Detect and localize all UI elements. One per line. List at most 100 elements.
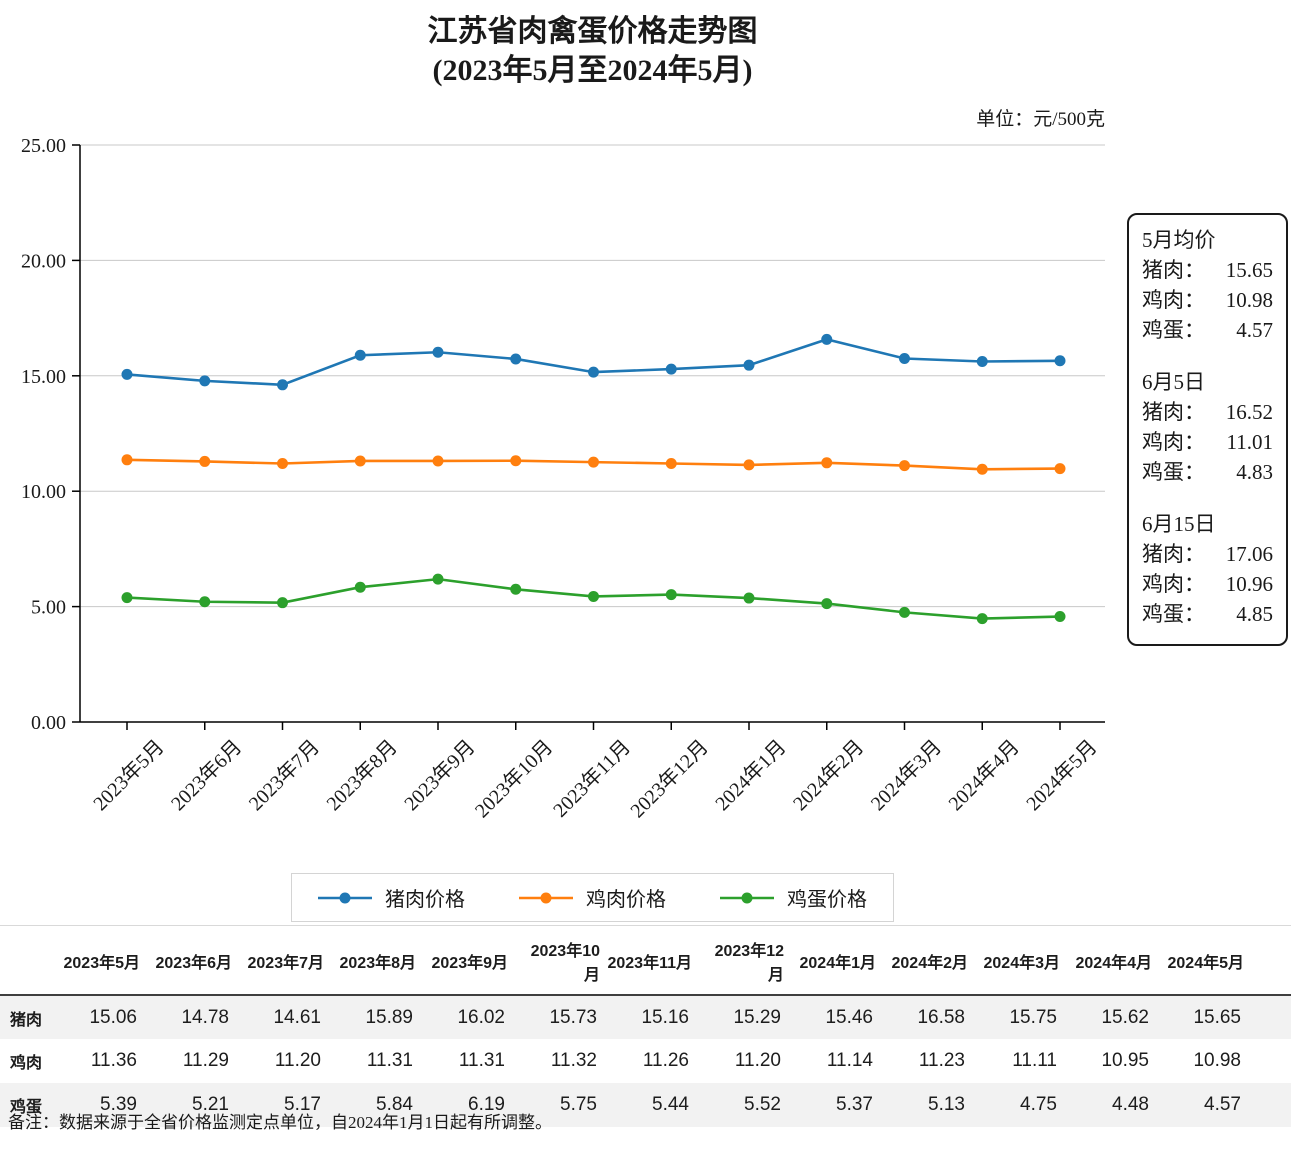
data-point [199,375,211,387]
table-header-cell: 2024年1月 [791,925,883,996]
y-tick-label: 20.00 [21,250,66,272]
table-row-label: 鸡蛋 [10,1099,43,1116]
data-point [1054,611,1066,623]
table-header-filler [1251,925,1291,996]
table-filler-cell [1251,995,1291,1039]
x-tick-label: 2023年10月 [470,735,557,822]
table-filler-cell [1251,1083,1291,1127]
y-tick-label: 25.00 [21,135,66,157]
title-block: 江苏省肉禽蛋价格走势图 (2023年5月至2024年5月) [0,12,1185,90]
data-point [821,598,833,610]
x-tick-label: 2023年5月 [89,735,169,815]
summary-row: 猪肉： 15.65 [1142,255,1273,285]
table-cell: 11.32 [550,1050,597,1071]
data-point [510,353,522,365]
table-cell: 11.29 [182,1050,229,1071]
data-point [354,455,366,467]
x-tick-label: 2024年5月 [1022,735,1102,815]
summary-value: 4.83 [1236,460,1273,484]
unit-label: 单位：元/500克 [976,109,1105,130]
data-point [277,379,288,391]
chart-legend: 猪肉价格 鸡肉价格 鸡蛋价格 [291,873,894,922]
data-point [1054,355,1066,367]
summary-label: 鸡肉： [1142,572,1205,596]
legend-item: 鸡肉价格 [519,883,666,912]
data-point [199,455,211,467]
data-point [821,333,833,345]
table-cell: 15.16 [641,1006,689,1028]
summary-label: 猪肉： [1142,258,1205,282]
x-tick-label: 2023年7月 [244,735,324,815]
table-header-cell: 2023年10月 [515,925,607,996]
series-猪肉价格 [121,333,1066,391]
y-tick-label: 5.00 [31,597,66,619]
table-cell: 5.37 [836,1094,873,1115]
data-point [743,592,755,604]
data-point [976,613,988,625]
table-cell: 15.65 [1193,1006,1241,1028]
y-tick-label: 15.00 [21,366,66,388]
data-point [899,352,910,364]
summary-value: 4.85 [1236,602,1273,626]
legend-line-marker-icon [318,892,372,903]
summary-row: 鸡蛋： 4.83 [1142,457,1273,487]
data-point [665,363,677,375]
x-tick-label: 2024年1月 [711,735,791,815]
chart-title: 江苏省肉禽蛋价格走势图 [427,15,758,48]
table-header-cell: 2024年4月 [1067,925,1159,996]
table-corner-cell [0,925,55,996]
data-point [432,573,444,585]
data-point [121,368,133,380]
legend-line-marker-icon [519,892,573,903]
table-header-cell: 2024年5月 [1159,925,1251,996]
series-鸡肉价格 [121,454,1066,475]
data-point [121,592,133,604]
data-point [588,590,599,602]
table-cell: 5.13 [928,1094,965,1115]
table-cell: 16.58 [917,1006,965,1028]
summary-label: 鸡蛋： [1142,602,1205,626]
chart-subtitle: (2023年5月至2024年5月) [432,54,753,87]
table-cell: 4.75 [1020,1094,1057,1115]
table-row: 猪肉 15.06 14.78 14.61 15.89 16.02 15.73 15.16 15.… [0,995,1291,1039]
table-header-cell: 2023年5月 [55,925,147,996]
table-cell: 10.95 [1101,1050,1149,1071]
table-cell: 4.48 [1112,1094,1149,1115]
y-tick-label: 0.00 [31,712,66,734]
x-axis-labels: 2023年5月2023年6月2023年7月2023年8月2023年9月2023年… [89,735,1102,822]
data-point [432,346,444,358]
table-cell: 15.73 [549,1006,597,1028]
data-point [821,457,833,469]
summary-row: 鸡蛋： 4.85 [1142,599,1273,629]
x-tick-label: 2024年3月 [866,735,946,815]
legend-label: 鸡蛋价格 [787,889,867,911]
summary-value: 10.98 [1225,288,1273,312]
table-header-cell: 2023年6月 [147,925,239,996]
summary-label: 鸡肉： [1142,288,1205,312]
data-point [899,460,910,472]
legend-label: 鸡肉价格 [586,889,666,911]
table-cell: 14.78 [181,1006,229,1028]
table-cell: 11.23 [918,1050,965,1071]
table-cell: 4.57 [1204,1094,1241,1115]
table-cell: 11.14 [826,1050,873,1071]
x-tick-label: 2024年2月 [788,735,868,815]
data-point [665,458,677,470]
axes [72,144,1105,730]
data-point [354,581,366,593]
table-cell: 5.75 [560,1094,597,1115]
summary-section-heading: 5月均价 [1142,228,1216,252]
table-row-label: 猪肉 [10,1011,43,1029]
y-axis-labels: 0.00 5.00 10.00 15.00 20.00 25.00 [21,135,66,734]
summary-label: 鸡肉： [1142,430,1205,454]
x-tick-label: 2023年9月 [400,735,480,815]
summary-value: 10.96 [1225,572,1273,596]
legend-item: 鸡蛋价格 [720,883,867,912]
summary-label: 猪肉： [1142,400,1205,424]
data-point [899,606,910,618]
table-cell: 14.61 [273,1006,321,1028]
table-cell: 10.98 [1193,1050,1241,1071]
table-cell: 6.19 [468,1094,505,1115]
table-cell: 15.06 [89,1006,137,1028]
